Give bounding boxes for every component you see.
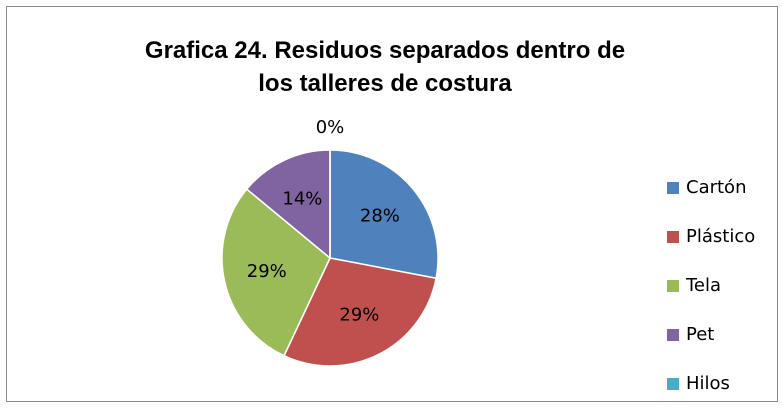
pie-slice [283,257,437,367]
legend-swatch [667,280,679,292]
data-label: 29% [247,261,287,282]
pie-slice [245,149,331,260]
data-label: 28% [360,206,400,227]
legend-swatch [667,231,679,243]
pie-slice [221,188,331,357]
legend-swatch [667,182,679,194]
legend-label: Hilos [686,373,730,394]
data-label: 29% [339,305,379,326]
legend-label: Cartón [686,177,746,198]
data-label: 0% [316,117,345,138]
legend-label: Plástico [686,226,755,247]
legend-label: Pet [686,324,714,345]
pie-slice [329,149,439,280]
legend-swatch [667,329,679,341]
legend-label: Tela [685,275,721,296]
data-label: 14% [282,188,322,209]
chart-title: Grafica 24. Residuos separados dentro de… [144,37,626,97]
legend-swatch [667,378,679,390]
